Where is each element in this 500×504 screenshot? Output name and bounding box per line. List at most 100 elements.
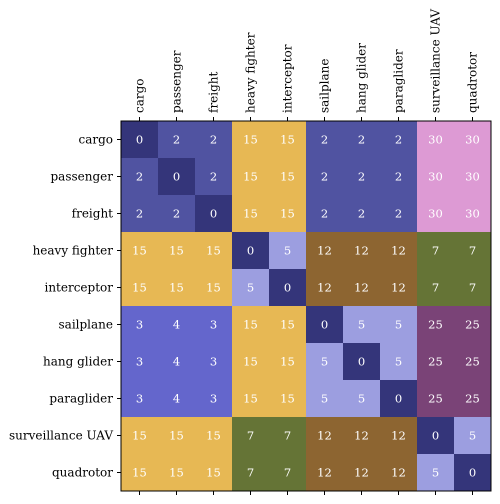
cell-value-label: 25: [465, 318, 480, 332]
cell-value-label: 15: [243, 133, 258, 147]
heatmap-cell: [417, 269, 455, 307]
cell-value-label: 2: [173, 133, 180, 147]
heatmap-cell: [158, 121, 196, 159]
heatmap-cell: [232, 343, 270, 381]
cell-value-label: 2: [321, 133, 328, 147]
heatmap-cell: [195, 306, 233, 344]
cell-value-label: 2: [358, 207, 365, 221]
cell-value-label: 15: [243, 207, 258, 221]
heatmap-cell: [232, 195, 270, 233]
heatmap-cell: [343, 343, 381, 381]
cell-value-label: 2: [395, 207, 402, 221]
heatmap-cell: [343, 306, 381, 344]
cell-value-label: 12: [354, 281, 369, 295]
heatmap-cell: [158, 232, 196, 270]
heatmap-cell: [158, 269, 196, 307]
cell-value-label: 3: [210, 318, 217, 332]
heatmap-cell: [269, 454, 307, 492]
cell-value-label: 2: [210, 170, 217, 184]
y-tick-label-passenger: passenger: [50, 170, 113, 184]
heatmap-cell: [195, 454, 233, 492]
heatmap-cell: [417, 121, 455, 159]
heatmap-cell: [195, 417, 233, 455]
x-tick-label-surveillance-uav: surveillance UAV: [429, 9, 443, 113]
cell-value-label: 0: [469, 466, 476, 480]
cell-value-label: 15: [243, 318, 258, 332]
heatmap-cell: [343, 158, 381, 196]
cell-value-label: 15: [280, 355, 295, 369]
cell-value-label: 15: [243, 355, 258, 369]
cell-value-label: 15: [132, 429, 147, 443]
cell-value-label: 12: [391, 429, 406, 443]
x-tick-label-heavy-fighter: heavy fighter: [244, 32, 258, 113]
heatmap-cell: [454, 158, 492, 196]
cell-value-label: 2: [395, 170, 402, 184]
cell-value-label: 15: [169, 244, 184, 258]
cell-value-label: 5: [432, 466, 439, 480]
heatmap-cell: [195, 232, 233, 270]
heatmap-cell: [121, 380, 159, 418]
cell-value-label: 12: [354, 244, 369, 258]
cell-value-label: 15: [280, 318, 295, 332]
y-tick-label-quadrotor: quadrotor: [52, 466, 113, 480]
heatmap-cell: [343, 454, 381, 492]
cell-value-label: 7: [432, 281, 439, 295]
heatmap-cell: [454, 417, 492, 455]
cell-value-label: 12: [354, 429, 369, 443]
cell-value-label: 3: [136, 318, 143, 332]
cell-value-label: 15: [280, 207, 295, 221]
heatmap-cell: [417, 306, 455, 344]
heatmap-cell: [454, 380, 492, 418]
heatmap-cell: [158, 306, 196, 344]
heatmap-cell: [269, 380, 307, 418]
cell-value-label: 0: [210, 207, 217, 221]
heatmap-cell: [306, 195, 344, 233]
cell-value-label: 0: [432, 429, 439, 443]
cell-value-label: 2: [321, 170, 328, 184]
cell-value-label: 7: [247, 429, 254, 443]
heatmap-cell: [269, 195, 307, 233]
cell-value-label: 2: [358, 133, 365, 147]
cell-value-label: 0: [247, 244, 254, 258]
heatmap-cell: [417, 454, 455, 492]
heatmap-cell: [195, 380, 233, 418]
cell-value-label: 2: [321, 207, 328, 221]
heatmap-cell: [269, 232, 307, 270]
cell-value-label: 7: [432, 244, 439, 258]
heatmap-cell: [343, 417, 381, 455]
cell-value-label: 2: [395, 133, 402, 147]
heatmap-cell: [306, 454, 344, 492]
heatmap-cell-labels: 0 2 2 15 15 2 2 2 30 302 0 2 15 15 2 2 2 30 302 2 0 15 15 2 2 2 30…: [132, 133, 480, 480]
cell-value-label: 12: [354, 466, 369, 480]
heatmap-cell: [454, 454, 492, 492]
heatmap-cell: [454, 232, 492, 270]
cell-value-label: 12: [317, 466, 332, 480]
cell-value-label: 0: [136, 133, 143, 147]
heatmap-cell: [269, 269, 307, 307]
cell-value-label: 7: [284, 466, 291, 480]
cell-value-label: 25: [465, 355, 480, 369]
heatmap-cell: [269, 417, 307, 455]
heatmap-cell: [306, 343, 344, 381]
cell-value-label: 2: [210, 133, 217, 147]
cell-value-label: 5: [247, 281, 254, 295]
heatmap-cell: [121, 269, 159, 307]
cell-value-label: 3: [210, 355, 217, 369]
heatmap-cell: [232, 269, 270, 307]
cell-value-label: 30: [428, 170, 443, 184]
cell-value-label: 15: [132, 466, 147, 480]
heatmap-cell: [158, 417, 196, 455]
cell-value-label: 15: [206, 466, 221, 480]
heatmap-cell: [158, 158, 196, 196]
heatmap-cell: [306, 158, 344, 196]
x-tick-label-cargo: cargo: [133, 78, 147, 113]
cell-value-label: 2: [173, 207, 180, 221]
cell-value-label: 15: [280, 392, 295, 406]
cell-value-label: 5: [395, 355, 402, 369]
cell-value-label: 30: [465, 207, 480, 221]
x-tick-label-interceptor: interceptor: [281, 44, 295, 113]
cell-value-label: 7: [469, 281, 476, 295]
cell-value-label: 15: [132, 281, 147, 295]
heatmap-cell: [380, 417, 418, 455]
cell-value-label: 2: [358, 170, 365, 184]
